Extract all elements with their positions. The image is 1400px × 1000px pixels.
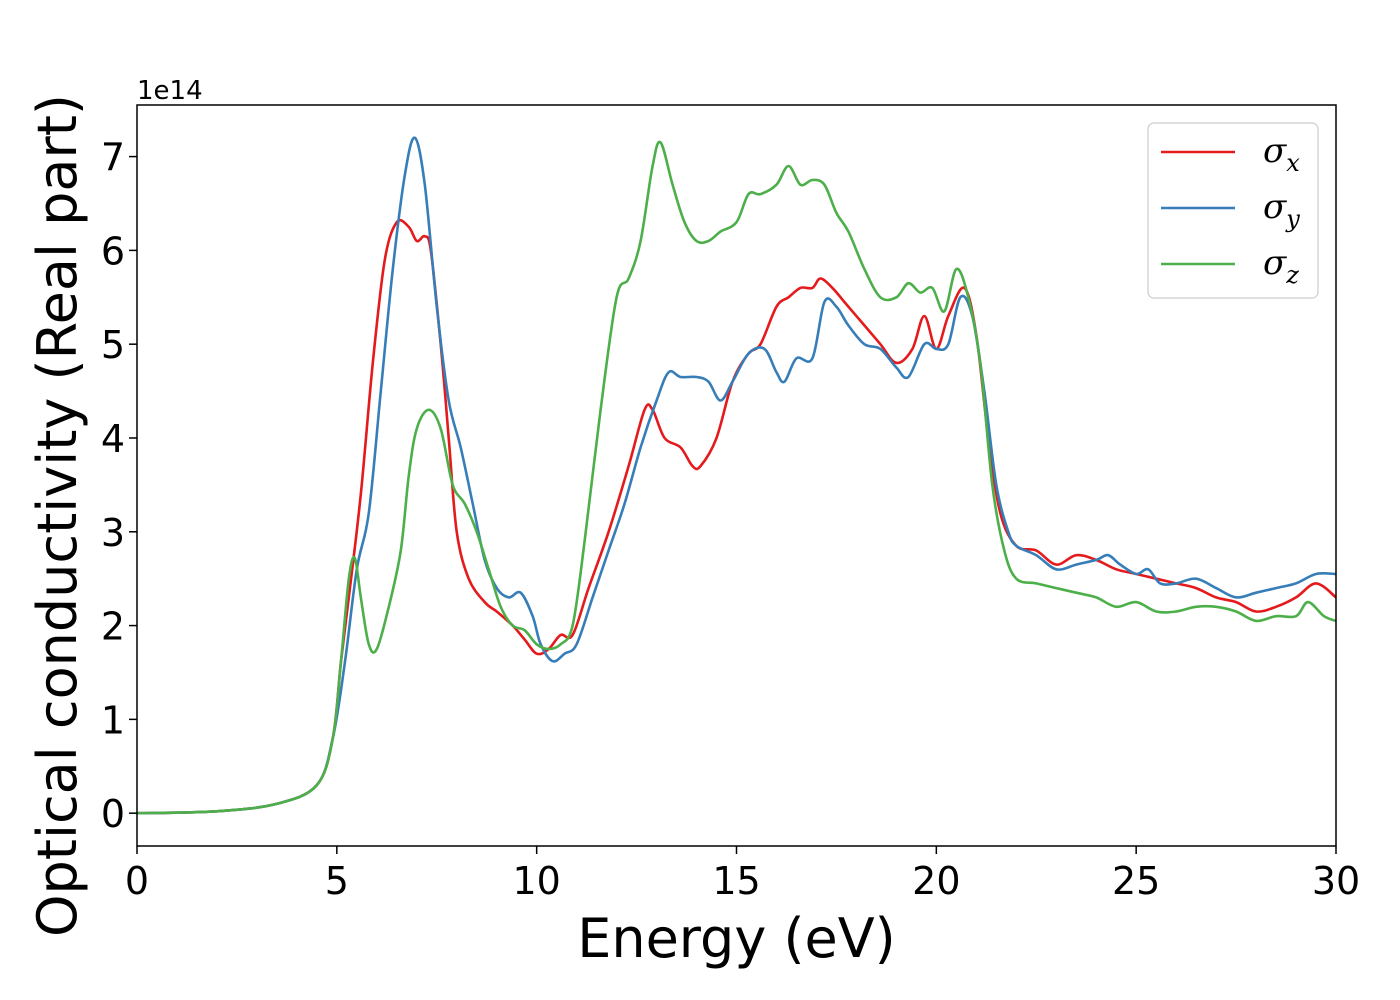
x-tick-label: 0 bbox=[125, 859, 149, 903]
x-tick-label: 20 bbox=[912, 859, 960, 903]
x-tick-label: 25 bbox=[1112, 859, 1160, 903]
y-axis: 0 1 2 3 4 5 6 7 bbox=[101, 136, 137, 836]
y-tick-label: 1 bbox=[101, 698, 125, 742]
y-tick-label: 4 bbox=[101, 417, 125, 461]
plot-area bbox=[137, 136, 1336, 815]
x-tick-label: 30 bbox=[1312, 859, 1360, 903]
x-tick-label: 5 bbox=[325, 859, 349, 903]
x-axis: 0 5 10 15 20 25 30 bbox=[125, 846, 1360, 903]
x-tick-label: 15 bbox=[712, 859, 760, 903]
x-tick-label: 10 bbox=[512, 859, 560, 903]
series-line-z bbox=[137, 140, 1336, 815]
y-tick-label: 3 bbox=[101, 511, 125, 555]
y-axis-label: Optical conductivity (Real part) bbox=[26, 94, 89, 937]
legend-box bbox=[1147, 122, 1319, 299]
y-tick-label: 2 bbox=[101, 605, 125, 649]
legend: σx σy σz bbox=[1147, 122, 1319, 299]
y-tick-label: 0 bbox=[101, 792, 125, 836]
legend-label: σz bbox=[1263, 243, 1299, 289]
legend-label: σx bbox=[1263, 131, 1300, 177]
legend-label: σy bbox=[1263, 187, 1300, 233]
x-axis-label: Energy (eV) bbox=[577, 907, 896, 970]
y-tick-label: 7 bbox=[101, 136, 125, 180]
y-tick-label: 6 bbox=[101, 229, 125, 273]
series-line-x bbox=[137, 218, 1336, 815]
y-offset-label: 1e14 bbox=[137, 76, 203, 106]
series-line-y bbox=[137, 136, 1336, 815]
y-tick-label: 5 bbox=[101, 323, 125, 367]
